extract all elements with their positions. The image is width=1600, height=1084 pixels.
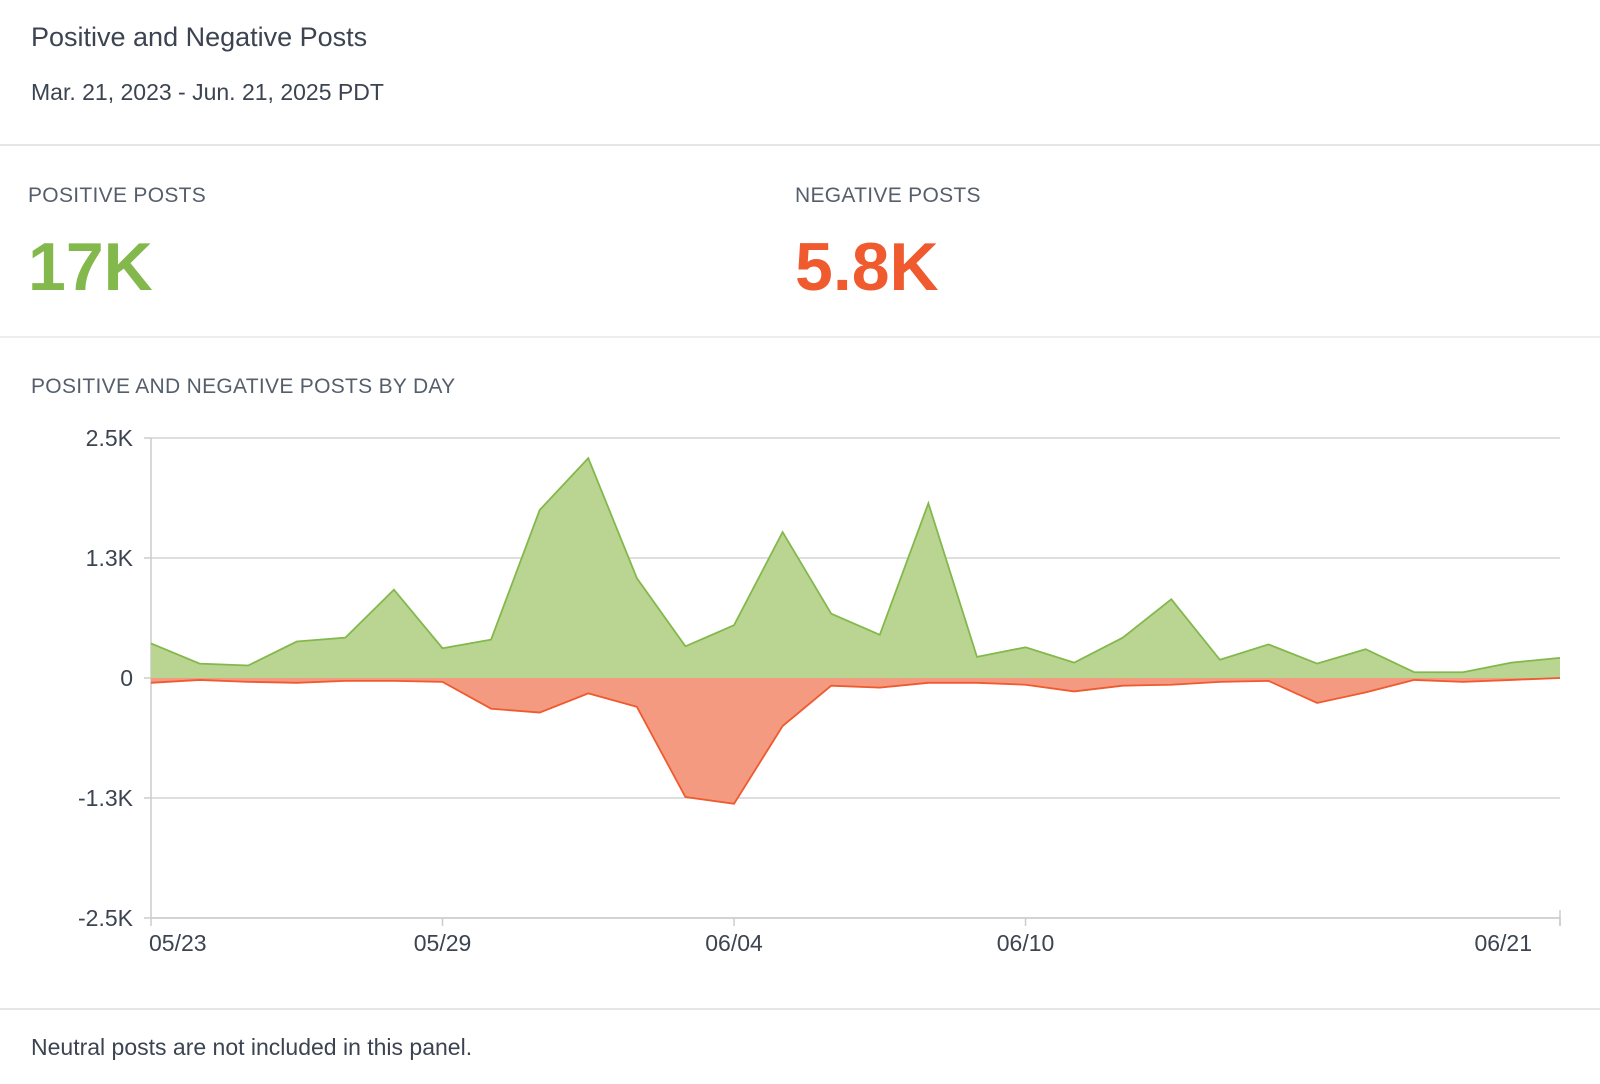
chart-title: POSITIVE AND NEGATIVE POSTS BY DAY — [31, 375, 456, 398]
y-tick-label: -1.3K — [78, 785, 134, 811]
x-tick-label: 06/04 — [705, 930, 763, 956]
date-range: Mar. 21, 2023 - Jun. 21, 2025 PDT — [31, 79, 384, 105]
negative-posts-value: 5.8K — [795, 229, 939, 305]
positive-posts-value: 17K — [28, 229, 153, 305]
x-tick-label: 05/29 — [414, 930, 472, 956]
negative-posts-label: NEGATIVE POSTS — [795, 184, 981, 207]
x-tick-label: 05/23 — [149, 930, 207, 956]
footnote: Neutral posts are not included in this p… — [31, 1034, 473, 1060]
metrics-row: POSITIVE POSTS 17K NEGATIVE POSTS 5.8K — [0, 146, 1600, 338]
negative-line — [150, 677, 1561, 805]
panel-title: Positive and Negative Posts — [31, 22, 368, 52]
y-tick-label: 2.5K — [86, 425, 134, 451]
posts-by-day-chart: 2.5K 1.3K 0 -1.3K -2.5K 05/23 05/29 06/04 06/10 0… — [78, 425, 1561, 956]
y-tick-label: 1.3K — [86, 545, 134, 571]
x-tick-label: 06/21 — [1474, 930, 1532, 956]
panel-header: Positive and Negative Posts Mar. 21, 202… — [0, 0, 1600, 146]
panel-footer: Neutral posts are not included in this p… — [0, 1008, 1600, 1084]
positive-area — [151, 458, 1560, 678]
y-tick-label: 0 — [120, 665, 133, 691]
positive-posts-label: POSITIVE POSTS — [28, 184, 207, 207]
positive-line — [150, 456, 1561, 674]
x-tick-label: 06/10 — [997, 930, 1055, 956]
y-tick-label: -2.5K — [78, 905, 134, 931]
